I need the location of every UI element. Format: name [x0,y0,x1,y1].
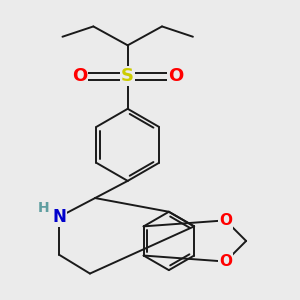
Text: O: O [72,67,87,85]
Text: O: O [219,254,232,269]
Text: S: S [121,67,134,85]
Text: H: H [38,201,50,215]
Text: N: N [52,208,66,226]
Text: O: O [219,213,232,228]
Text: O: O [168,67,183,85]
